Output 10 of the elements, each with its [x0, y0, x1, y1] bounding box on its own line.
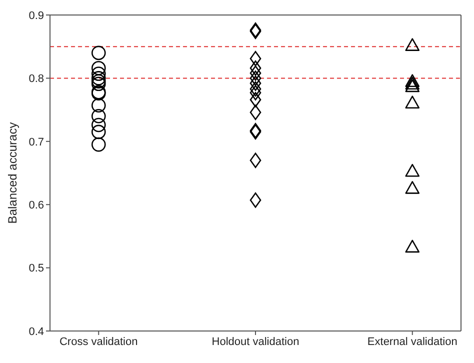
y-tick-label: 0.9 [28, 10, 44, 22]
x-tick-label: Cross validation [59, 336, 138, 348]
y-tick-label: 0.5 [28, 262, 44, 275]
y-tick-label: 0.8 [28, 73, 44, 86]
y-tick-label: 0.6 [28, 200, 44, 212]
y-tick-label: 0.4 [28, 326, 44, 338]
x-tick-label: Holdout validation [212, 336, 300, 348]
y-axis-title: Balanced accuracy [5, 122, 20, 224]
x-tick-label: External validation [367, 336, 458, 348]
y-tick-label: 0.7 [28, 136, 44, 148]
